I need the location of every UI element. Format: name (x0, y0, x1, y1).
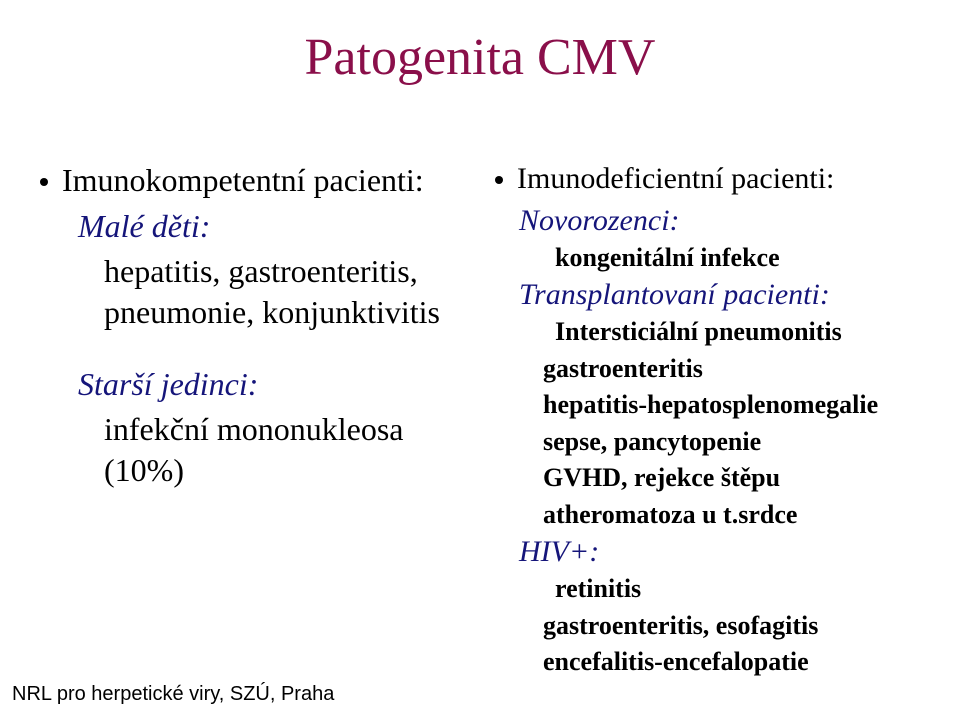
left-column: Imunokompetentní pacienti: Malé děti: he… (40, 160, 485, 683)
right-group3-item: encefalitis-encefalopatie (543, 646, 930, 679)
right-group2-item: GVHD, rejekce štěpu (543, 462, 930, 495)
right-group3-item: gastroenteritis, esofagitis (543, 610, 930, 643)
slide: Patogenita CMV Imunokompetentní pacienti… (0, 0, 960, 720)
right-group1-label: Novorozenci: (519, 204, 930, 238)
right-group2-item: atheromatoza u t.srdce (543, 499, 930, 532)
right-group2-item: hepatitis-hepatosplenomegalie (543, 389, 930, 422)
right-heading-row: Imunodeficientní pacienti: (495, 160, 930, 198)
left-group1-label: Malé děti: (78, 208, 475, 245)
right-group3-item: retinitis (555, 573, 930, 606)
slide-title: Patogenita CMV (0, 28, 960, 87)
right-heading: Imunodeficientní pacienti: (517, 160, 834, 198)
left-group2-label: Starší jedinci: (78, 366, 475, 403)
right-group2-item: gastroenteritis (543, 353, 930, 386)
left-heading: Imunokompetentní pacienti: (62, 160, 424, 202)
columns: Imunokompetentní pacienti: Malé děti: he… (40, 160, 930, 683)
right-group3-label: HIV+: (519, 535, 930, 569)
bullet-icon (40, 178, 48, 186)
right-group2-item: sepse, pancytopenie (543, 426, 930, 459)
left-group1-line: hepatitis, gastroenteritis, pneumonie, k… (104, 251, 475, 334)
bullet-icon (495, 176, 503, 184)
right-column: Imunodeficientní pacienti: Novorozenci: … (485, 160, 930, 683)
footer-text: NRL pro herpetické viry, SZÚ, Praha (12, 683, 334, 706)
left-heading-row: Imunokompetentní pacienti: (40, 160, 475, 202)
right-group2-label: Transplantovaní pacienti: (519, 278, 930, 312)
right-group2-item: Intersticiální pneumonitis (555, 316, 930, 349)
left-group2-line: infekční mononukleosa (10%) (104, 409, 475, 492)
right-group1-item: kongenitální infekce (555, 242, 930, 275)
